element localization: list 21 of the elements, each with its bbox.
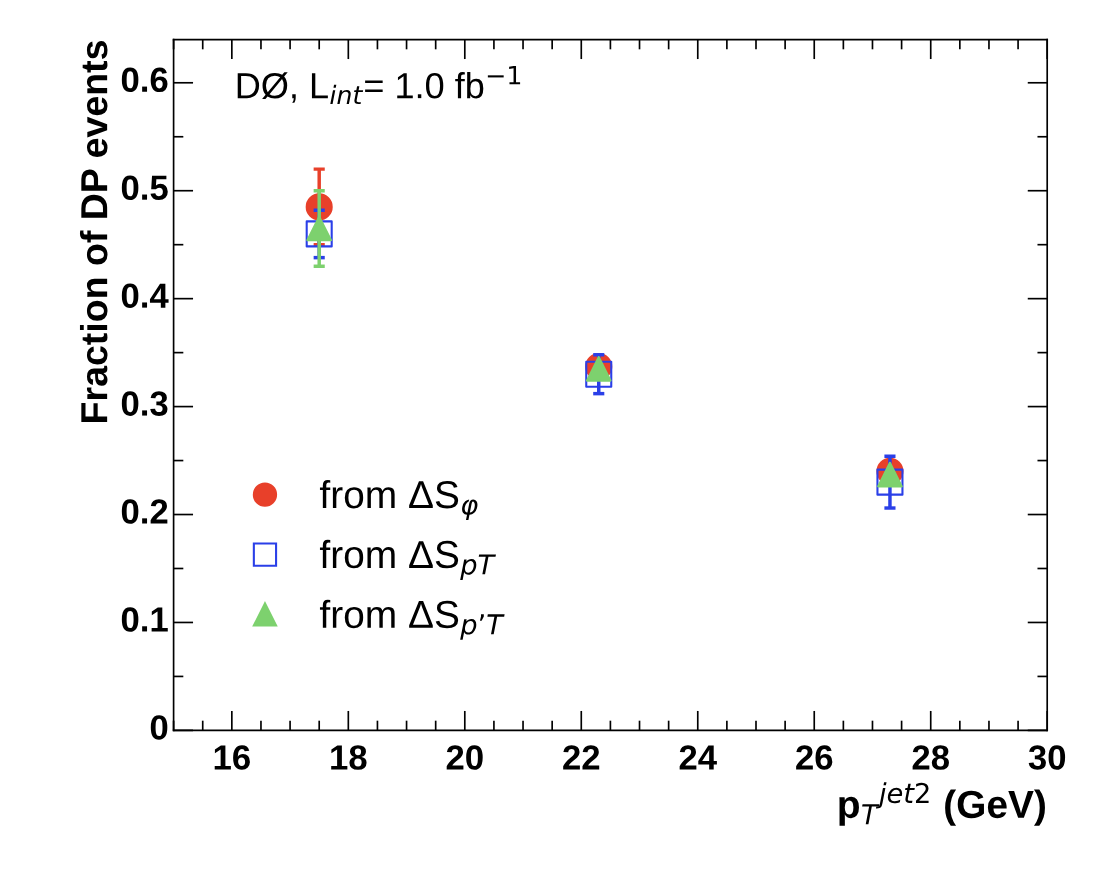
annotation: DØ, L$_{int}$= 1.0 fb$^{−1}$ xyxy=(237,65,521,105)
x-tick-label: 18 xyxy=(331,745,367,770)
legend-label: from ΔS$_{pT}$ xyxy=(319,539,496,580)
legend-label: from ΔS$_{φ}$ xyxy=(319,479,478,521)
y-tick-label: 0.3 xyxy=(121,391,168,416)
x-tick-label: 22 xyxy=(563,745,600,770)
x-tick-label: 20 xyxy=(446,745,483,770)
x-tick-label: 28 xyxy=(912,745,949,770)
legend-label: from ΔS$_{p’T}$ xyxy=(319,599,505,640)
x-tick-label: 24 xyxy=(679,745,717,770)
y-tick-label: 0 xyxy=(150,715,168,740)
y-tick-label: 0.5 xyxy=(121,175,168,201)
x-tick-label: 26 xyxy=(796,745,833,770)
y-tick-label: 0.4 xyxy=(121,283,169,308)
x-axis-title: p$_{T}$$^{jet2}$ (GeV) xyxy=(839,782,1045,826)
y-tick-label: 0.6 xyxy=(121,67,168,93)
x-tick-label: 16 xyxy=(214,745,250,770)
y-tick-label: 0.2 xyxy=(121,499,168,524)
y-axis-title: Fraction of DP events xyxy=(79,41,108,422)
y-tick-label: 0.1 xyxy=(121,607,168,632)
x-tick-label: 30 xyxy=(1028,745,1066,770)
